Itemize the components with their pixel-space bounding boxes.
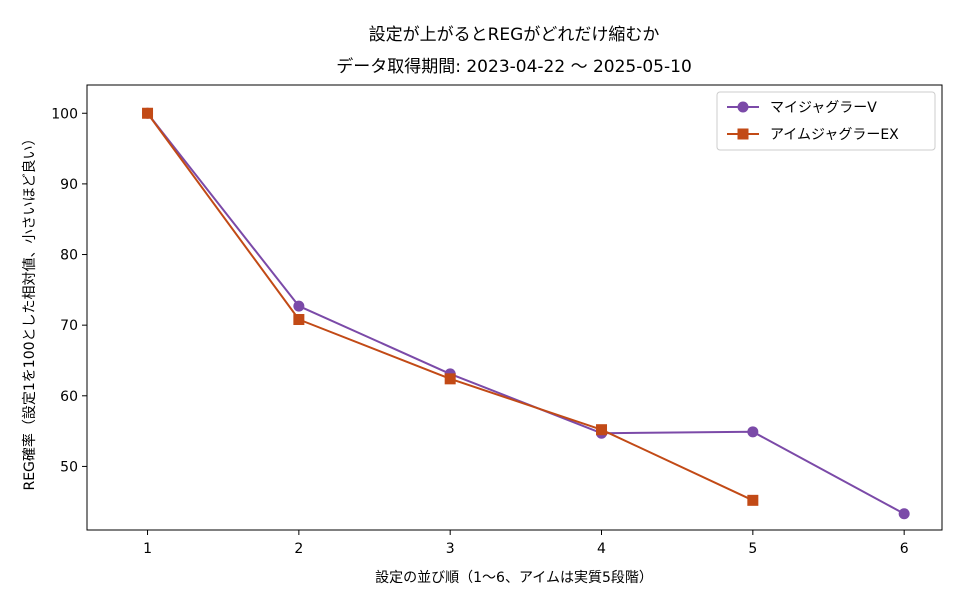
series-line-0: [146, 112, 905, 515]
series-1-point-4: [747, 494, 759, 506]
plot-area: 1 2 3 4 5 6 50 60 70 80 90 100: [51, 84, 943, 557]
plot-frame: [86, 84, 943, 531]
y-tick-label-80: 80: [60, 248, 78, 264]
chart-subtitle: データ取得期間: 2023-04-22 〜 2025-05-10: [336, 56, 692, 77]
x-tick-label-2: 2: [294, 541, 303, 557]
x-tick-label-4: 4: [597, 541, 606, 557]
series-1-point-3: [596, 424, 608, 436]
series-line-1: [146, 112, 754, 502]
series-1-point-0: [142, 107, 154, 119]
series-0-point-1: [293, 300, 305, 312]
x-tick-label-6: 6: [900, 541, 909, 557]
series-0-point-4: [747, 426, 759, 438]
y-tick-label-70: 70: [60, 318, 78, 334]
y-axis-label: REG確率（設定1を100とした相対値、小さいほど良い）: [21, 131, 38, 490]
legend-label-1: アイムジャグラーEX: [770, 127, 899, 143]
y-tick-label-90: 90: [60, 177, 78, 193]
y-tick-label-60: 60: [60, 389, 78, 405]
legend-label-0: マイジャグラーV: [770, 100, 877, 116]
legend-marker-1: [737, 128, 749, 140]
legend-box: [716, 91, 936, 151]
chart-title: 設定が上がるとREGがどれだけ縮むか: [369, 25, 660, 45]
x-tick-label-3: 3: [446, 541, 455, 557]
y-tick-label-100: 100: [51, 106, 78, 122]
series-0-point-5: [898, 508, 910, 520]
y-tick-label-50: 50: [60, 459, 78, 475]
legend: マイジャグラーV アイムジャグラーEX: [716, 91, 936, 151]
series-1-point-2: [444, 373, 456, 385]
series-1-point-1: [293, 314, 305, 326]
legend-marker-0: [737, 101, 749, 113]
x-tick-label-5: 5: [748, 541, 757, 557]
x-tick-label-1: 1: [143, 541, 152, 557]
x-axis-label: 設定の並び順（1〜6、アイムは実質5段階）: [375, 570, 653, 586]
